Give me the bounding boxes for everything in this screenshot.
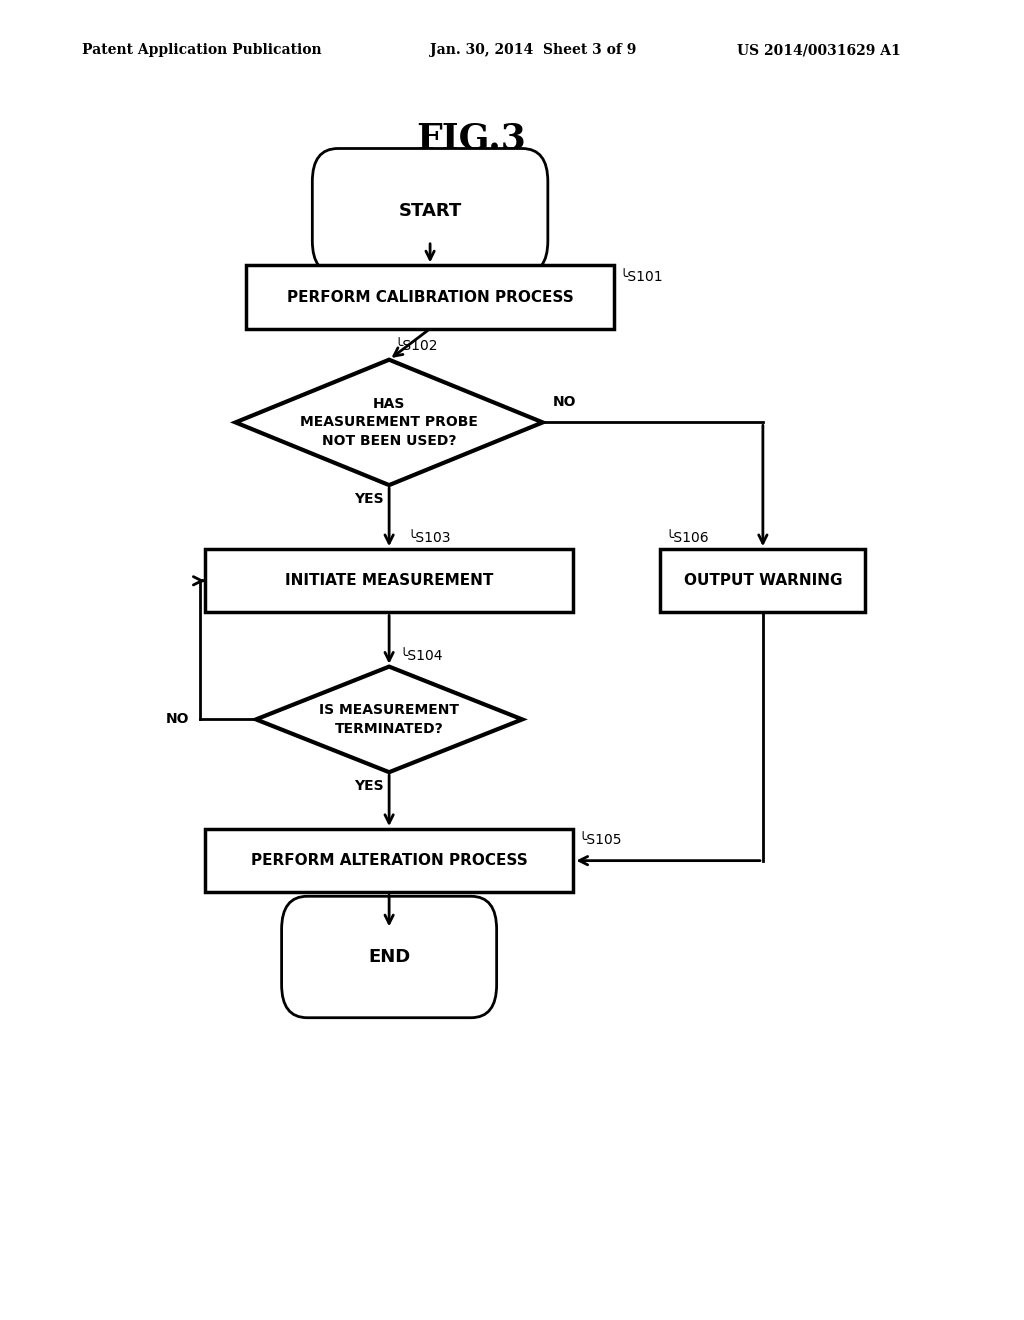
Text: OUTPUT WARNING: OUTPUT WARNING [684, 573, 842, 589]
Text: ╰S106: ╰S106 [666, 531, 710, 545]
Polygon shape [236, 359, 543, 484]
Text: Patent Application Publication: Patent Application Publication [82, 44, 322, 57]
FancyBboxPatch shape [282, 896, 497, 1018]
Bar [660, 549, 865, 612]
Text: FIG.3: FIG.3 [416, 121, 526, 156]
Text: US 2014/0031629 A1: US 2014/0031629 A1 [737, 44, 901, 57]
Text: NO: NO [553, 395, 577, 409]
Text: IS MEASUREMENT
TERMINATED?: IS MEASUREMENT TERMINATED? [319, 704, 459, 735]
Text: END: END [368, 948, 411, 966]
Bar [205, 549, 573, 612]
Text: NO: NO [166, 713, 189, 726]
Text: Jan. 30, 2014  Sheet 3 of 9: Jan. 30, 2014 Sheet 3 of 9 [430, 44, 637, 57]
Text: ╰S103: ╰S103 [408, 531, 451, 545]
Bar [246, 265, 614, 329]
Text: ╰S101: ╰S101 [620, 269, 664, 284]
Text: YES: YES [354, 779, 383, 793]
Bar [205, 829, 573, 892]
FancyBboxPatch shape [312, 149, 548, 275]
Text: ╰S104: ╰S104 [399, 648, 442, 663]
Text: PERFORM ALTERATION PROCESS: PERFORM ALTERATION PROCESS [251, 853, 527, 869]
Text: YES: YES [354, 491, 383, 506]
Text: ╰S102: ╰S102 [394, 339, 437, 352]
Text: START: START [398, 202, 462, 220]
Polygon shape [256, 667, 522, 772]
Text: HAS
MEASUREMENT PROBE
NOT BEEN USED?: HAS MEASUREMENT PROBE NOT BEEN USED? [300, 397, 478, 447]
Text: PERFORM CALIBRATION PROCESS: PERFORM CALIBRATION PROCESS [287, 289, 573, 305]
Text: INITIATE MEASUREMENT: INITIATE MEASUREMENT [285, 573, 494, 589]
Text: ╰S105: ╰S105 [579, 833, 622, 847]
